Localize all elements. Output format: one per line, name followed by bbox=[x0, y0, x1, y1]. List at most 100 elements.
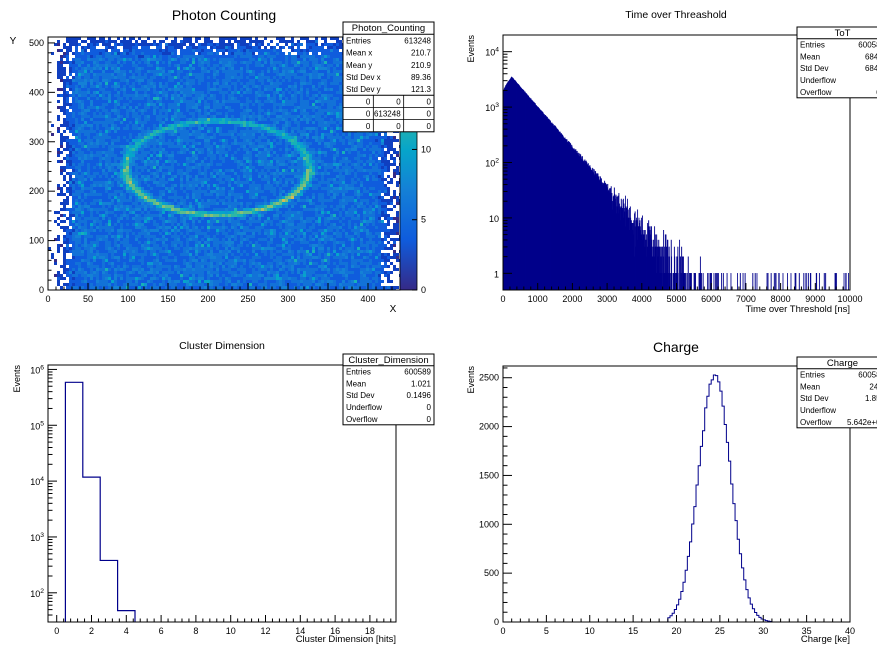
stats-value: 613248 bbox=[404, 36, 431, 45]
x-tick-label: 7000 bbox=[736, 294, 756, 304]
stats-value: 0.1496 bbox=[407, 391, 432, 400]
histogram-bar bbox=[695, 273, 696, 290]
histogram-bar bbox=[715, 273, 716, 290]
stats-value: 0 bbox=[427, 403, 432, 412]
histogram-bar bbox=[799, 273, 800, 290]
stats-label: Mean bbox=[346, 379, 366, 388]
y-tick-label: 0 bbox=[494, 617, 499, 627]
stats-label: Std Dev bbox=[800, 394, 828, 403]
y-tick-label: 102 bbox=[485, 158, 499, 169]
stats-grid-cell: 0 bbox=[366, 110, 371, 119]
x-axis-label: Time over Threshold [ns] bbox=[745, 304, 850, 315]
y-tick-label: 1500 bbox=[479, 470, 499, 480]
stats-value: 89.36 bbox=[411, 73, 432, 82]
histogram-bar bbox=[745, 273, 746, 290]
x-tick-label: 350 bbox=[320, 294, 335, 304]
x-tick-label: 6000 bbox=[701, 294, 721, 304]
histogram-bar bbox=[757, 273, 758, 290]
stats-label: Entries bbox=[346, 368, 371, 377]
x-tick-label: 100 bbox=[120, 294, 135, 304]
y-tick-label: 1000 bbox=[479, 519, 499, 529]
chart-title: Charge bbox=[653, 339, 699, 355]
stats-grid-cell: 613248 bbox=[374, 110, 401, 119]
stats-value: 1.858 bbox=[865, 394, 877, 403]
x-tick-label: 2 bbox=[89, 626, 94, 636]
x-tick-label: 10 bbox=[226, 626, 236, 636]
stats-title: ToT bbox=[835, 28, 851, 39]
stats-label: Mean bbox=[800, 52, 820, 61]
stats-grid-cell: 0 bbox=[366, 97, 371, 106]
histogram-bar bbox=[721, 273, 722, 290]
stats-value: 684.7 bbox=[865, 52, 877, 61]
x-tick-label: 0 bbox=[54, 626, 59, 636]
histogram-bar bbox=[824, 273, 825, 290]
y-tick-label: 500 bbox=[29, 38, 44, 48]
x-tick-label: 5000 bbox=[666, 294, 686, 304]
x-tick-label: 0 bbox=[500, 294, 505, 304]
histogram-bar bbox=[680, 257, 681, 290]
y-tick-label: 105 bbox=[30, 420, 44, 431]
x-tick-label: 3000 bbox=[597, 294, 617, 304]
x-tick-label: 6 bbox=[159, 626, 164, 636]
y-tick-label: 104 bbox=[485, 47, 499, 58]
histogram-outline bbox=[668, 375, 772, 622]
histogram-bar bbox=[674, 257, 675, 290]
histogram-bar bbox=[810, 273, 811, 290]
x-tick-label: 0 bbox=[45, 294, 50, 304]
stats-grid-cell: 0 bbox=[427, 97, 432, 106]
histogram-bar bbox=[755, 273, 756, 290]
chart-title: Cluster Dimension bbox=[179, 340, 265, 352]
stats-title: Charge bbox=[827, 358, 858, 369]
y-tick-label: 400 bbox=[29, 87, 44, 97]
colorbar-tick-label: 5 bbox=[421, 215, 426, 225]
y-tick-label: 100 bbox=[29, 236, 44, 246]
y-tick-label: 104 bbox=[30, 476, 44, 487]
stats-label: Underflow bbox=[346, 403, 382, 412]
histogram-bar bbox=[731, 273, 732, 290]
stats-label: Std Dev bbox=[346, 391, 374, 400]
histogram-bar bbox=[668, 257, 669, 290]
histogram-bar bbox=[707, 273, 708, 290]
x-tick-label: 4000 bbox=[632, 294, 652, 304]
chart-title: Photon Counting bbox=[172, 7, 276, 23]
stats-label: Overflow bbox=[800, 88, 832, 97]
x-tick-label: 50 bbox=[83, 294, 93, 304]
y-tick-label: 103 bbox=[485, 102, 499, 113]
histogram-bar bbox=[806, 273, 807, 290]
histogram-bar bbox=[691, 273, 692, 290]
stats-value: 210.7 bbox=[411, 49, 432, 58]
histogram-bar bbox=[848, 273, 849, 290]
histogram-bar bbox=[685, 273, 686, 290]
stats-title: Photon_Counting bbox=[352, 23, 425, 34]
histogram-bar bbox=[687, 273, 688, 290]
histogram-bar bbox=[816, 273, 817, 290]
histogram-bar bbox=[768, 273, 769, 290]
histogram-bar bbox=[673, 273, 674, 290]
stats-label: Entries bbox=[346, 36, 371, 45]
stats-label: Mean bbox=[800, 382, 820, 391]
stats-box: ToTEntries600589Mean684.7Std Dev684.9Und… bbox=[797, 27, 877, 98]
y-tick-label: 200 bbox=[29, 186, 44, 196]
x-tick-label: 4 bbox=[124, 626, 129, 636]
y-tick-label: 2500 bbox=[479, 373, 499, 383]
x-tick-label: 1000 bbox=[528, 294, 548, 304]
histogram-bar bbox=[681, 273, 682, 290]
histogram-bar bbox=[819, 273, 820, 290]
histogram-bar bbox=[678, 273, 679, 290]
histogram-bar bbox=[771, 273, 772, 290]
x-tick-label: 300 bbox=[280, 294, 295, 304]
stats-label: Mean y bbox=[346, 61, 372, 70]
x-tick-label: 12 bbox=[260, 626, 270, 636]
histogram-bar bbox=[688, 257, 689, 290]
x-tick-label: 5 bbox=[544, 626, 549, 636]
stats-label: Std Dev y bbox=[346, 85, 381, 94]
stats-value: 600589 bbox=[404, 368, 431, 377]
histogram-bar bbox=[709, 273, 710, 290]
histogram-bar bbox=[844, 273, 845, 290]
